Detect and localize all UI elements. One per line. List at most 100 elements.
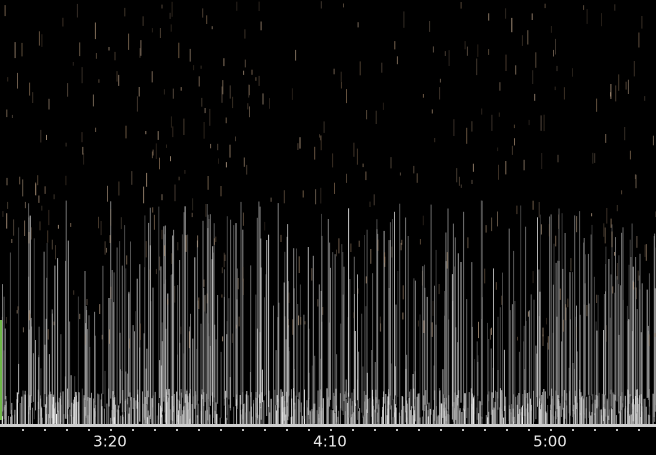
streak: [300, 402, 302, 424]
streak: [359, 408, 361, 424]
speck: [511, 17, 513, 33]
streak: [75, 392, 77, 424]
speck: [300, 317, 302, 325]
speck: [439, 87, 441, 100]
streak: [165, 328, 167, 403]
speck: [221, 267, 223, 274]
speck: [207, 176, 209, 190]
streak: [265, 274, 267, 395]
streak: [304, 389, 305, 424]
speck: [558, 214, 559, 229]
streak: [460, 262, 462, 403]
speck: [223, 252, 225, 268]
tick: [440, 429, 442, 431]
speck: [399, 172, 401, 176]
streak: [392, 399, 394, 424]
streak: [41, 417, 43, 424]
streak: [454, 408, 456, 424]
speck: [110, 286, 112, 299]
streak: [504, 405, 506, 424]
streak: [494, 401, 496, 424]
streak: [572, 272, 573, 418]
streak: [488, 339, 490, 402]
speck: [576, 216, 578, 233]
speck: [79, 313, 81, 320]
streak: [413, 410, 415, 424]
streak: [180, 392, 182, 424]
speck: [517, 336, 518, 341]
streak: [624, 395, 626, 424]
streak: [46, 396, 48, 424]
speck: [382, 102, 384, 110]
tick: [330, 429, 332, 431]
speck: [402, 312, 404, 320]
streak: [441, 403, 443, 424]
streak: [38, 357, 40, 409]
streak: [316, 410, 318, 424]
streak: [459, 408, 461, 424]
streak: [383, 230, 385, 404]
speck: [249, 106, 250, 118]
streak: [627, 389, 629, 424]
tick: [132, 429, 134, 431]
speck: [594, 153, 596, 163]
streak: [497, 370, 499, 410]
streak: [643, 398, 645, 424]
speck: [139, 323, 141, 340]
speck: [403, 11, 405, 28]
streak: [183, 212, 185, 424]
streak: [448, 319, 450, 415]
speck: [4, 5, 6, 17]
streak: [442, 369, 444, 418]
speck: [596, 294, 598, 303]
streak: [581, 395, 583, 424]
speck: [464, 41, 466, 50]
streak: [386, 415, 388, 424]
speck: [229, 144, 231, 158]
streak: [523, 325, 525, 416]
streak: [621, 232, 623, 411]
streak: [603, 294, 605, 404]
streak: [206, 204, 208, 412]
streak: [632, 266, 634, 422]
streak: [144, 397, 146, 424]
streak: [397, 271, 399, 397]
streak: [296, 248, 297, 424]
streak: [572, 409, 574, 424]
streak: [604, 408, 606, 424]
streak: [195, 391, 197, 424]
speck: [416, 173, 418, 183]
streak: [419, 417, 421, 424]
streak: [622, 299, 624, 401]
speck: [333, 68, 335, 75]
speck: [118, 181, 120, 196]
speck: [287, 318, 289, 328]
streak: [84, 271, 86, 400]
streak: [18, 363, 20, 395]
speck: [126, 255, 128, 265]
streak: [77, 296, 79, 406]
streak: [517, 395, 518, 424]
speck: [29, 313, 31, 320]
streak: [350, 414, 352, 424]
streak: [572, 363, 574, 411]
streak: [444, 291, 445, 395]
speck: [247, 103, 249, 110]
streak: [56, 401, 58, 424]
time-label: 3:20: [93, 433, 127, 451]
speck: [180, 87, 182, 91]
streak: [366, 372, 368, 413]
streak: [376, 219, 378, 404]
streak: [508, 228, 510, 421]
streak: [333, 392, 335, 424]
streak: [443, 408, 445, 424]
speck: [380, 323, 382, 332]
streak: [112, 397, 114, 424]
speck: [225, 162, 227, 168]
streak: [308, 372, 310, 400]
streak: [119, 332, 121, 404]
speck: [197, 235, 199, 248]
streak: [184, 402, 186, 424]
speck: [155, 143, 157, 159]
speck: [541, 153, 543, 169]
